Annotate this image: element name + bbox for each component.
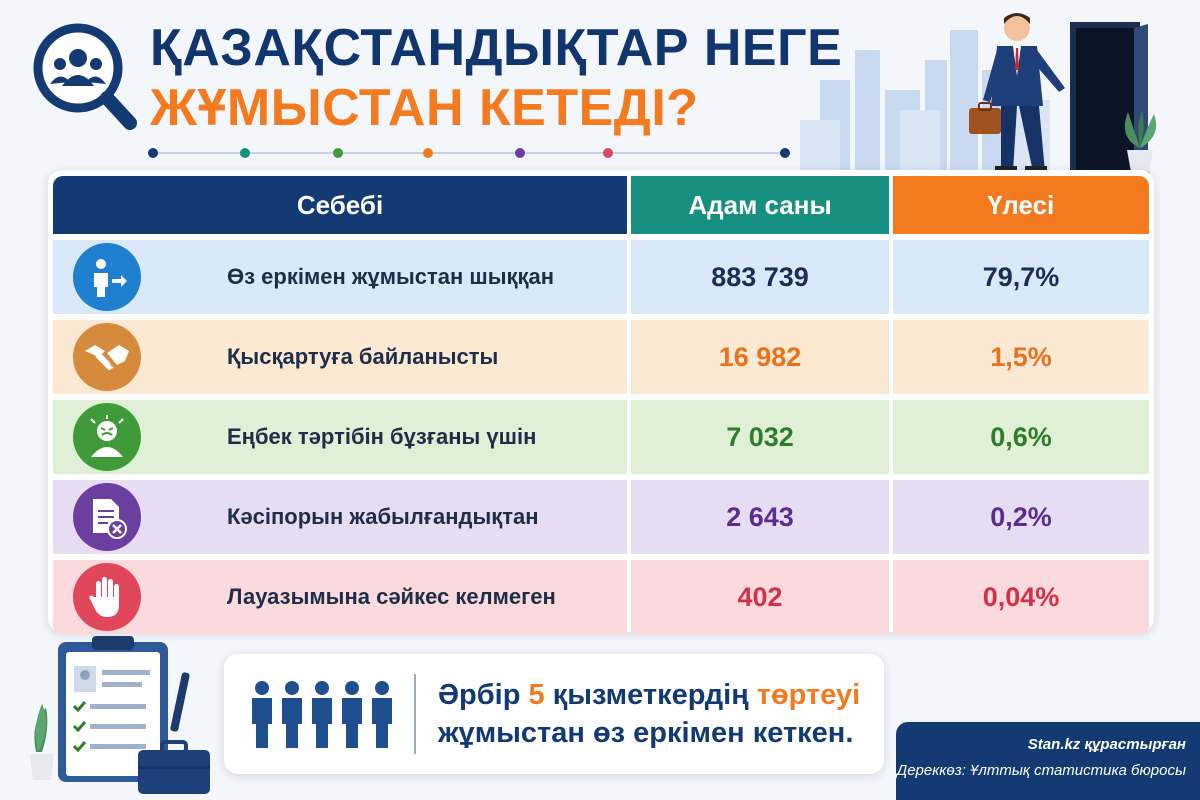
share-value: 0,2% [893,480,1149,554]
reason-cell: Еңбек тәртібін бұзғаны үшін [53,400,627,474]
statement-highlight: төртеуі [756,679,861,711]
table-row: Лауазымына сәйкес келмеген 402 0,04% [53,560,1149,634]
credit-source: Дереккөз: Ұлттық статистика бюросы [896,762,1186,779]
upset-worker-icon [73,403,141,471]
count-value: 2 643 [631,480,889,554]
count-value: 402 [631,560,889,634]
handshake-icon [73,323,141,391]
title-line-1: ҚАЗАҚСТАНДЫҚТАР НЕГЕ [150,19,843,77]
table-row: Қысқартуға байланысты 16 982 1,5% [53,320,1149,394]
table-row: Кәсіпорын жабылғандықтан 2 643 0,2% [53,480,1149,554]
table-row: Өз еркімен жұмыстан шыққан 883 739 79,7% [53,240,1149,314]
magnifier-people-icon [33,23,137,130]
summary-box: Әрбір 5 қызметкердің төртеуі жұмыстан өз… [224,654,884,774]
statement-number: 5 [528,679,545,711]
count-value: 883 739 [631,240,889,314]
reason-label: Қысқартуға байланысты [227,344,499,369]
reasons-table: Себебі Адам саны Үлесі Өз еркімен жұмыст… [48,170,1154,634]
reason-cell: Өз еркімен жұмыстан шыққан [53,240,627,314]
count-value: 7 032 [631,400,889,474]
statement-part-2: қызметкердің [544,679,757,711]
title-line-2: ЖҰМЫСТАН КЕТЕДІ? [150,79,699,137]
divider [414,674,416,754]
share-value: 1,5% [893,320,1149,394]
summary-statement: Әрбір 5 қызметкердің төртеуі жұмыстан өз… [438,676,860,752]
credit-compiled: Stan.kz құрастырған [1027,736,1186,753]
businessman-illustration [969,13,1065,173]
table-row: Еңбек тәртібін бұзғаны үшін 7 032 0,6% [53,400,1149,474]
header-reason: Себебі [53,176,627,234]
page-title: ҚАЗАҚСТАНДЫҚТАР НЕГЕ ЖҰМЫСТАН КЕТЕДІ? [150,18,842,138]
statement-line-1: Әрбір 5 қызметкердің төртеуі [438,676,860,714]
five-people-icon [252,681,392,748]
reason-label: Өз еркімен жұмыстан шыққан [227,264,555,289]
statement-line-2: жұмыстан өз еркімен кеткен. [438,717,854,749]
count-value: 16 982 [631,320,889,394]
share-value: 79,7% [893,240,1149,314]
reason-label: Кәсіпорын жабылғандықтан [227,504,539,529]
reason-cell: Лауазымына сәйкес келмеген [53,560,627,634]
reason-cell: Қысқартуға байланысты [53,320,627,394]
source-credit: Stan.kz құрастырған Дереккөз: Ұлттық ста… [896,722,1200,800]
clipboard-resume-illustration [30,636,210,794]
reason-label: Лауазымына сәйкес келмеген [227,584,556,609]
person-exit-icon [73,243,141,311]
reason-cell: Кәсіпорын жабылғандықтан [53,480,627,554]
header-count: Адам саны [631,176,889,234]
reason-label: Еңбек тәртібін бұзғаны үшін [227,424,537,449]
share-value: 0,6% [893,400,1149,474]
header-share: Үлесі [893,176,1149,234]
table-header-row: Себебі Адам саны Үлесі [53,176,1149,234]
statement-part-1: Әрбір [438,679,529,711]
closed-document-icon [73,483,141,551]
decorative-dot-line [148,148,790,158]
share-value: 0,04% [893,560,1149,634]
stop-hand-icon [73,563,141,631]
potted-plant-icon [1124,110,1157,172]
